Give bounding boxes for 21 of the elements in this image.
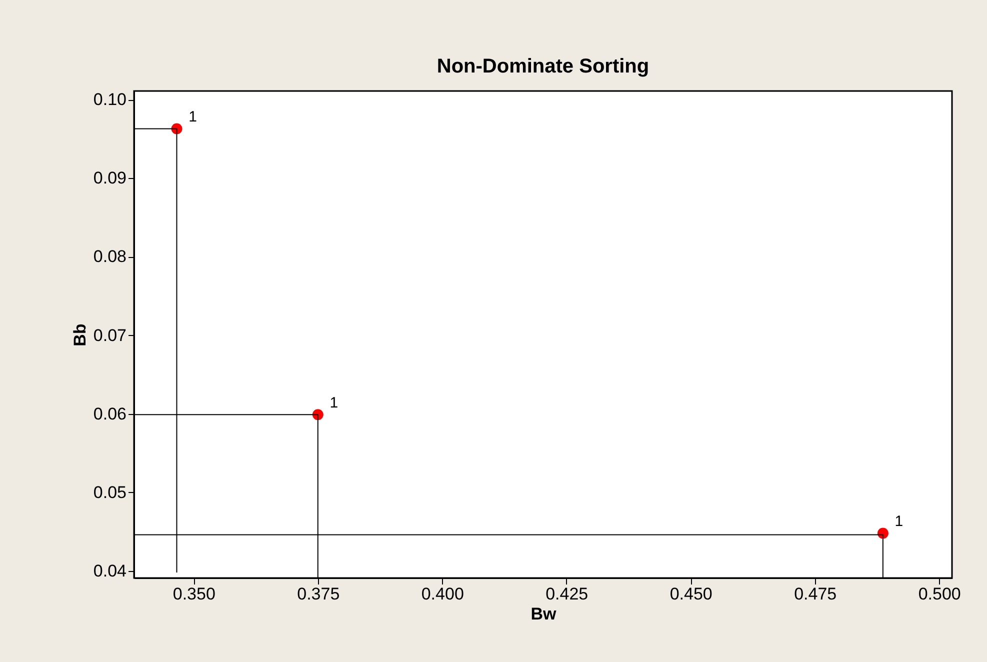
y-tick-label: 0.07 <box>93 326 126 345</box>
y-tick-label: 0.05 <box>93 482 126 502</box>
x-axis-title: Bw <box>530 604 558 624</box>
y-tick-label: 0.06 <box>93 404 126 424</box>
point <box>877 528 888 539</box>
y-tick-label: 0.09 <box>93 168 126 188</box>
annotation: 1 <box>330 394 338 412</box>
chart-title: Non-Dominate Sorting <box>436 56 650 78</box>
y-tick-label: 0.04 <box>93 561 126 580</box>
annotation: 1 <box>188 108 197 126</box>
x-tick-label: 0.400 <box>421 584 464 604</box>
x-tick-label: 0.475 <box>794 584 837 604</box>
x-tick-label: 0.450 <box>670 584 712 604</box>
x-tick-label: 0.350 <box>172 584 216 604</box>
y-tick-label: 0.10 <box>93 90 126 110</box>
x-tick-label: 0.375 <box>297 584 340 604</box>
x-tick-label: 0.425 <box>546 584 588 604</box>
y-axis-title: Bb <box>70 324 90 346</box>
annotation: 1 <box>894 513 904 530</box>
y-tick-label: 0.08 <box>93 247 126 266</box>
x-tick-label: 0.500 <box>918 584 961 604</box>
